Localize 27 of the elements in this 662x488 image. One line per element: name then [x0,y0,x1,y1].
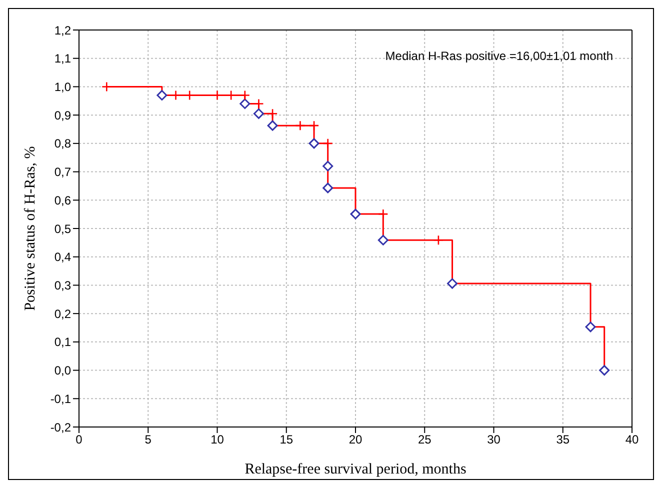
y-tick-label: 0,5 [54,222,72,236]
x-tick-label: 5 [144,432,152,447]
x-tick-label: 25 [418,432,432,447]
y-tick-label: 1,0 [54,80,72,94]
x-tick-label: 30 [487,432,501,447]
x-tick-label: 10 [210,432,224,447]
x-tick-label: 15 [280,432,294,447]
x-tick-label: 0 [76,432,83,447]
y-tick-label: 1,2 [54,23,72,38]
y-tick-label: 0,1 [54,335,72,350]
y-tick-label: 0,8 [54,136,72,151]
y-tick-label: 0,2 [54,306,72,321]
x-axis-title: Relapse-free survival period, months [244,462,466,478]
y-tick-label: 1,1 [54,52,72,66]
y-tick-label: 0,6 [54,193,72,208]
y-axis-title: Positive status of H-Ras, % [22,146,38,311]
y-tick-label: -0,2 [50,420,72,434]
x-tick-label: 40 [625,432,639,447]
y-tick-label: 0,7 [54,165,72,180]
y-tick-label: 0,9 [54,108,72,122]
annotation: Median H-Ras positive =16,00±1,01 month [385,49,613,63]
y-tick-label: 0,0 [54,364,72,378]
x-tick-label: 35 [556,432,570,447]
y-tick-label: 0,4 [54,250,72,264]
x-tick-label: 20 [348,432,362,447]
y-tick-label: -0,1 [50,392,72,406]
y-tick-label: 0,3 [54,278,72,292]
